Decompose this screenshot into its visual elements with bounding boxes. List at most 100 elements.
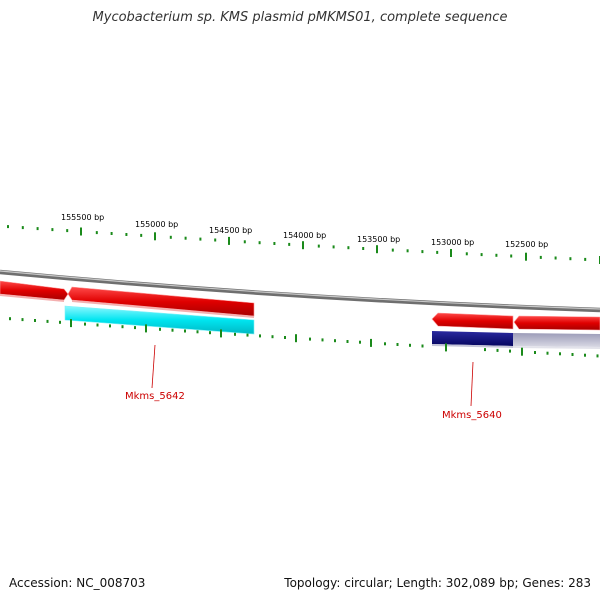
minor-tick bbox=[169, 235, 172, 239]
position-label-153500: 153500 bp bbox=[357, 235, 400, 244]
minor-tick bbox=[199, 237, 202, 241]
minor-tick bbox=[334, 339, 336, 343]
minor-tick bbox=[259, 334, 261, 338]
minor-tick bbox=[59, 320, 61, 324]
minor-tick bbox=[317, 244, 320, 248]
major-tick bbox=[295, 334, 297, 343]
major-tick bbox=[445, 343, 447, 352]
leader-line-mkms-5640 bbox=[470, 361, 474, 407]
minor-tick bbox=[421, 250, 424, 254]
minor-tick bbox=[534, 351, 536, 354]
cds-navy-mkms-5640[interactable] bbox=[432, 331, 513, 346]
minor-tick bbox=[406, 249, 409, 253]
minor-tick bbox=[465, 252, 468, 256]
minor-tick bbox=[36, 227, 39, 231]
minor-tick bbox=[421, 344, 424, 348]
minor-tick bbox=[140, 233, 143, 237]
major-tick bbox=[450, 249, 452, 257]
minor-tick bbox=[332, 245, 335, 249]
minor-tick bbox=[436, 250, 439, 254]
minor-tick bbox=[214, 238, 217, 242]
accession-label: Accession: NC_008703 bbox=[9, 576, 146, 590]
major-tick bbox=[525, 252, 527, 261]
minor-tick bbox=[309, 337, 311, 341]
minor-tick bbox=[121, 325, 124, 329]
major-tick bbox=[145, 324, 147, 333]
minor-tick bbox=[46, 319, 49, 323]
minor-tick bbox=[288, 242, 291, 246]
major-tick bbox=[376, 245, 378, 254]
gene-arrow-right-edge[interactable] bbox=[513, 315, 600, 331]
minor-tick bbox=[196, 330, 199, 334]
minor-tick bbox=[209, 331, 211, 335]
minor-tick bbox=[7, 225, 9, 229]
minor-tick bbox=[509, 349, 511, 353]
position-label-152500: 152500 bp bbox=[505, 240, 548, 249]
minor-tick bbox=[84, 322, 86, 326]
minor-tick bbox=[243, 240, 246, 244]
gene-label-mkms-5642[interactable]: Mkms_5642 bbox=[125, 391, 185, 402]
gene-label-lines bbox=[151, 344, 474, 407]
gene-arrow-mkms-5640-forward[interactable] bbox=[431, 312, 514, 330]
minor-tick bbox=[554, 256, 557, 260]
minor-tick bbox=[539, 255, 542, 259]
minor-tick bbox=[258, 241, 261, 245]
position-label-153000: 153000 bp bbox=[431, 238, 474, 247]
minor-tick bbox=[125, 233, 128, 236]
minor-tick bbox=[134, 326, 136, 330]
minor-tick bbox=[284, 336, 286, 339]
minor-tick bbox=[21, 226, 24, 230]
gene-label-mkms-5640[interactable]: Mkms_5640 bbox=[442, 410, 502, 421]
minor-tick bbox=[95, 231, 98, 235]
minor-tick bbox=[391, 248, 394, 252]
backbone-arc bbox=[0, 269, 600, 313]
minor-tick bbox=[384, 342, 386, 346]
minor-tick bbox=[569, 257, 572, 261]
major-tick bbox=[154, 232, 156, 241]
position-label-154000: 154000 bp bbox=[283, 231, 326, 240]
outer-tick-ring bbox=[7, 225, 600, 264]
minor-tick bbox=[184, 329, 186, 333]
forward-strand-genes bbox=[0, 280, 600, 331]
minor-tick bbox=[584, 353, 586, 357]
minor-tick bbox=[559, 352, 561, 356]
position-label-154500: 154500 bp bbox=[209, 226, 252, 235]
minor-tick bbox=[546, 351, 549, 355]
major-tick bbox=[220, 329, 222, 338]
major-tick bbox=[80, 227, 82, 236]
minor-tick bbox=[362, 247, 365, 250]
minor-tick bbox=[347, 246, 350, 250]
minor-tick bbox=[496, 348, 499, 352]
minor-tick bbox=[321, 338, 324, 342]
minor-tick bbox=[171, 328, 174, 332]
gene-arrow-left-edge[interactable] bbox=[0, 280, 69, 301]
position-labels: 155500 bp 155000 bp 154500 bp 154000 bp … bbox=[61, 213, 548, 249]
minor-tick bbox=[495, 253, 498, 257]
gene-labels: Mkms_5642 Mkms_5640 bbox=[125, 391, 502, 421]
minor-tick bbox=[273, 242, 276, 245]
cds-grey-segment[interactable] bbox=[513, 333, 600, 347]
minor-tick bbox=[96, 323, 99, 327]
minor-tick bbox=[234, 332, 236, 336]
position-label-155500: 155500 bp bbox=[61, 213, 104, 222]
minor-tick bbox=[510, 254, 513, 258]
cds-cyan-mkms-5642[interactable] bbox=[64, 305, 255, 335]
inner-tick-ring bbox=[9, 317, 599, 358]
minor-tick bbox=[596, 354, 599, 358]
minor-tick bbox=[246, 333, 249, 337]
topology-summary: Topology: circular; Length: 302,089 bp; … bbox=[284, 576, 591, 590]
minor-tick bbox=[184, 236, 187, 240]
major-tick bbox=[521, 347, 523, 356]
minor-tick bbox=[21, 318, 24, 322]
minor-tick bbox=[396, 343, 399, 346]
minor-tick bbox=[571, 353, 574, 356]
major-tick bbox=[70, 319, 72, 328]
minor-tick bbox=[51, 228, 54, 232]
major-tick bbox=[228, 236, 230, 245]
minor-tick bbox=[584, 257, 587, 261]
position-label-155000: 155000 bp bbox=[135, 220, 178, 229]
minor-tick bbox=[110, 232, 113, 235]
minor-tick bbox=[346, 340, 349, 343]
minor-tick bbox=[9, 317, 11, 321]
